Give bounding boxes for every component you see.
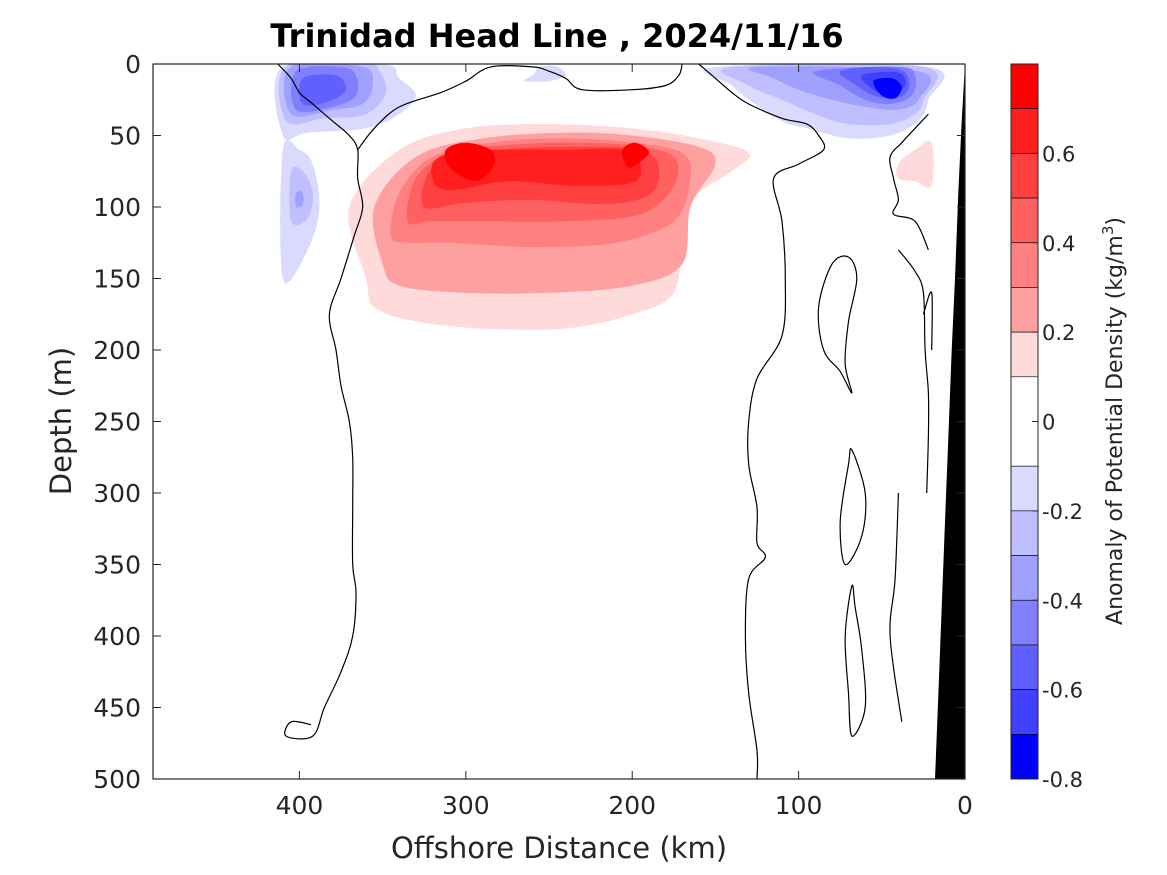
zero-contour-2 [698, 64, 826, 779]
y-tick-label: 150 [93, 265, 141, 294]
colorbar-level [1010, 153, 1039, 199]
y-tick-label: 100 [93, 193, 141, 222]
zero-contour-1 [357, 64, 683, 151]
colorbar-tick-label: 0 [1042, 411, 1055, 435]
zero-contour-9 [889, 492, 903, 722]
colorbar-label-superscript: 3 [1099, 226, 1117, 236]
colorbar-level [1010, 465, 1039, 512]
zero-contour-6 [839, 448, 867, 566]
colorbar-level [1010, 331, 1039, 378]
chart-title: Trinidad Head Line , 2024/11/16 [270, 17, 843, 55]
zero-contour-5 [817, 255, 858, 394]
colorbar-level [1010, 689, 1039, 735]
zero-contour-lines [277, 64, 933, 779]
y-tick-label: 0 [125, 50, 141, 79]
x-tick-label: 100 [775, 791, 823, 820]
colorbar-level [1010, 63, 1039, 109]
y-axis-ticks: 0 50 100 150 200 250 300 350 400 450 500 [93, 50, 965, 794]
dense-anomaly-region-24 [621, 142, 649, 168]
density-anomaly-fills [274, 64, 945, 330]
light-anomaly-region-22 [873, 77, 902, 99]
y-tick-label: 400 [93, 622, 141, 651]
colorbar-level [1010, 510, 1039, 556]
colorbar-tick-label: -0.4 [1042, 589, 1083, 613]
x-tick-label: 0 [957, 791, 973, 820]
y-axis-label: Depth (m) [44, 347, 78, 495]
colorbar-level [1010, 555, 1039, 601]
light-anomaly-region-3 [523, 65, 566, 82]
colorbar-level [1010, 108, 1039, 154]
zero-contour-3 [889, 113, 929, 251]
colorbar-level [1010, 599, 1039, 646]
zero-contour-4 [897, 249, 930, 494]
y-tick-label: 450 [93, 694, 141, 723]
x-tick-label: 400 [276, 791, 324, 820]
colorbar-tick-label: 0.4 [1042, 232, 1075, 256]
dense-anomaly-region-23 [444, 142, 495, 181]
plot-area [274, 64, 965, 779]
colorbar-label-end: ) [1103, 217, 1128, 226]
zero-contour-0 [277, 64, 364, 740]
y-tick-label: 200 [93, 336, 141, 365]
colorbar-tick-label: 0.6 [1042, 142, 1075, 166]
x-axis-label: Offshore Distance (km) [391, 831, 727, 865]
y-tick-label: 250 [93, 408, 141, 437]
colorbar: 0.6 0.4 0.2 0 -0.2 -0.4 -0.6 -0.8 Anomaly of Po… [1010, 63, 1128, 792]
dense-anomaly-region-5 [896, 140, 934, 188]
y-tick-label: 50 [109, 122, 141, 151]
y-tick-label: 500 [93, 765, 141, 794]
colorbar-tick-label: 0.2 [1042, 321, 1075, 345]
light-anomaly-region-11 [295, 191, 304, 208]
zero-contour-7 [844, 584, 867, 737]
light-anomaly-region-17 [299, 74, 347, 106]
y-tick-label: 300 [93, 479, 141, 508]
y-tick-label: 350 [93, 551, 141, 580]
x-tick-label: 300 [442, 791, 490, 820]
colorbar-level [1010, 242, 1039, 288]
colorbar-label: Anomaly of Potential Density (kg/m3) [1099, 217, 1128, 625]
zero-contour-8 [922, 291, 933, 351]
x-axis-ticks: 400 300 200 100 0 [276, 64, 973, 820]
colorbar-label-main: Anomaly of Potential Density (kg/m [1103, 235, 1128, 625]
colorbar-level [1010, 644, 1039, 690]
x-tick-label: 200 [608, 791, 656, 820]
colorbar-level [1010, 287, 1039, 333]
colorbar-level [1010, 197, 1039, 244]
colorbar-tick-label: -0.6 [1042, 679, 1083, 703]
colorbar-level [1010, 734, 1039, 780]
seafloor [935, 64, 965, 779]
colorbar-tick-label: -0.8 [1042, 768, 1083, 792]
colorbar-ticks: 0.6 0.4 0.2 0 -0.2 -0.4 -0.6 -0.8 [1032, 142, 1083, 792]
seafloor-shape [935, 64, 965, 779]
colorbar-tick-label: -0.2 [1042, 500, 1083, 524]
